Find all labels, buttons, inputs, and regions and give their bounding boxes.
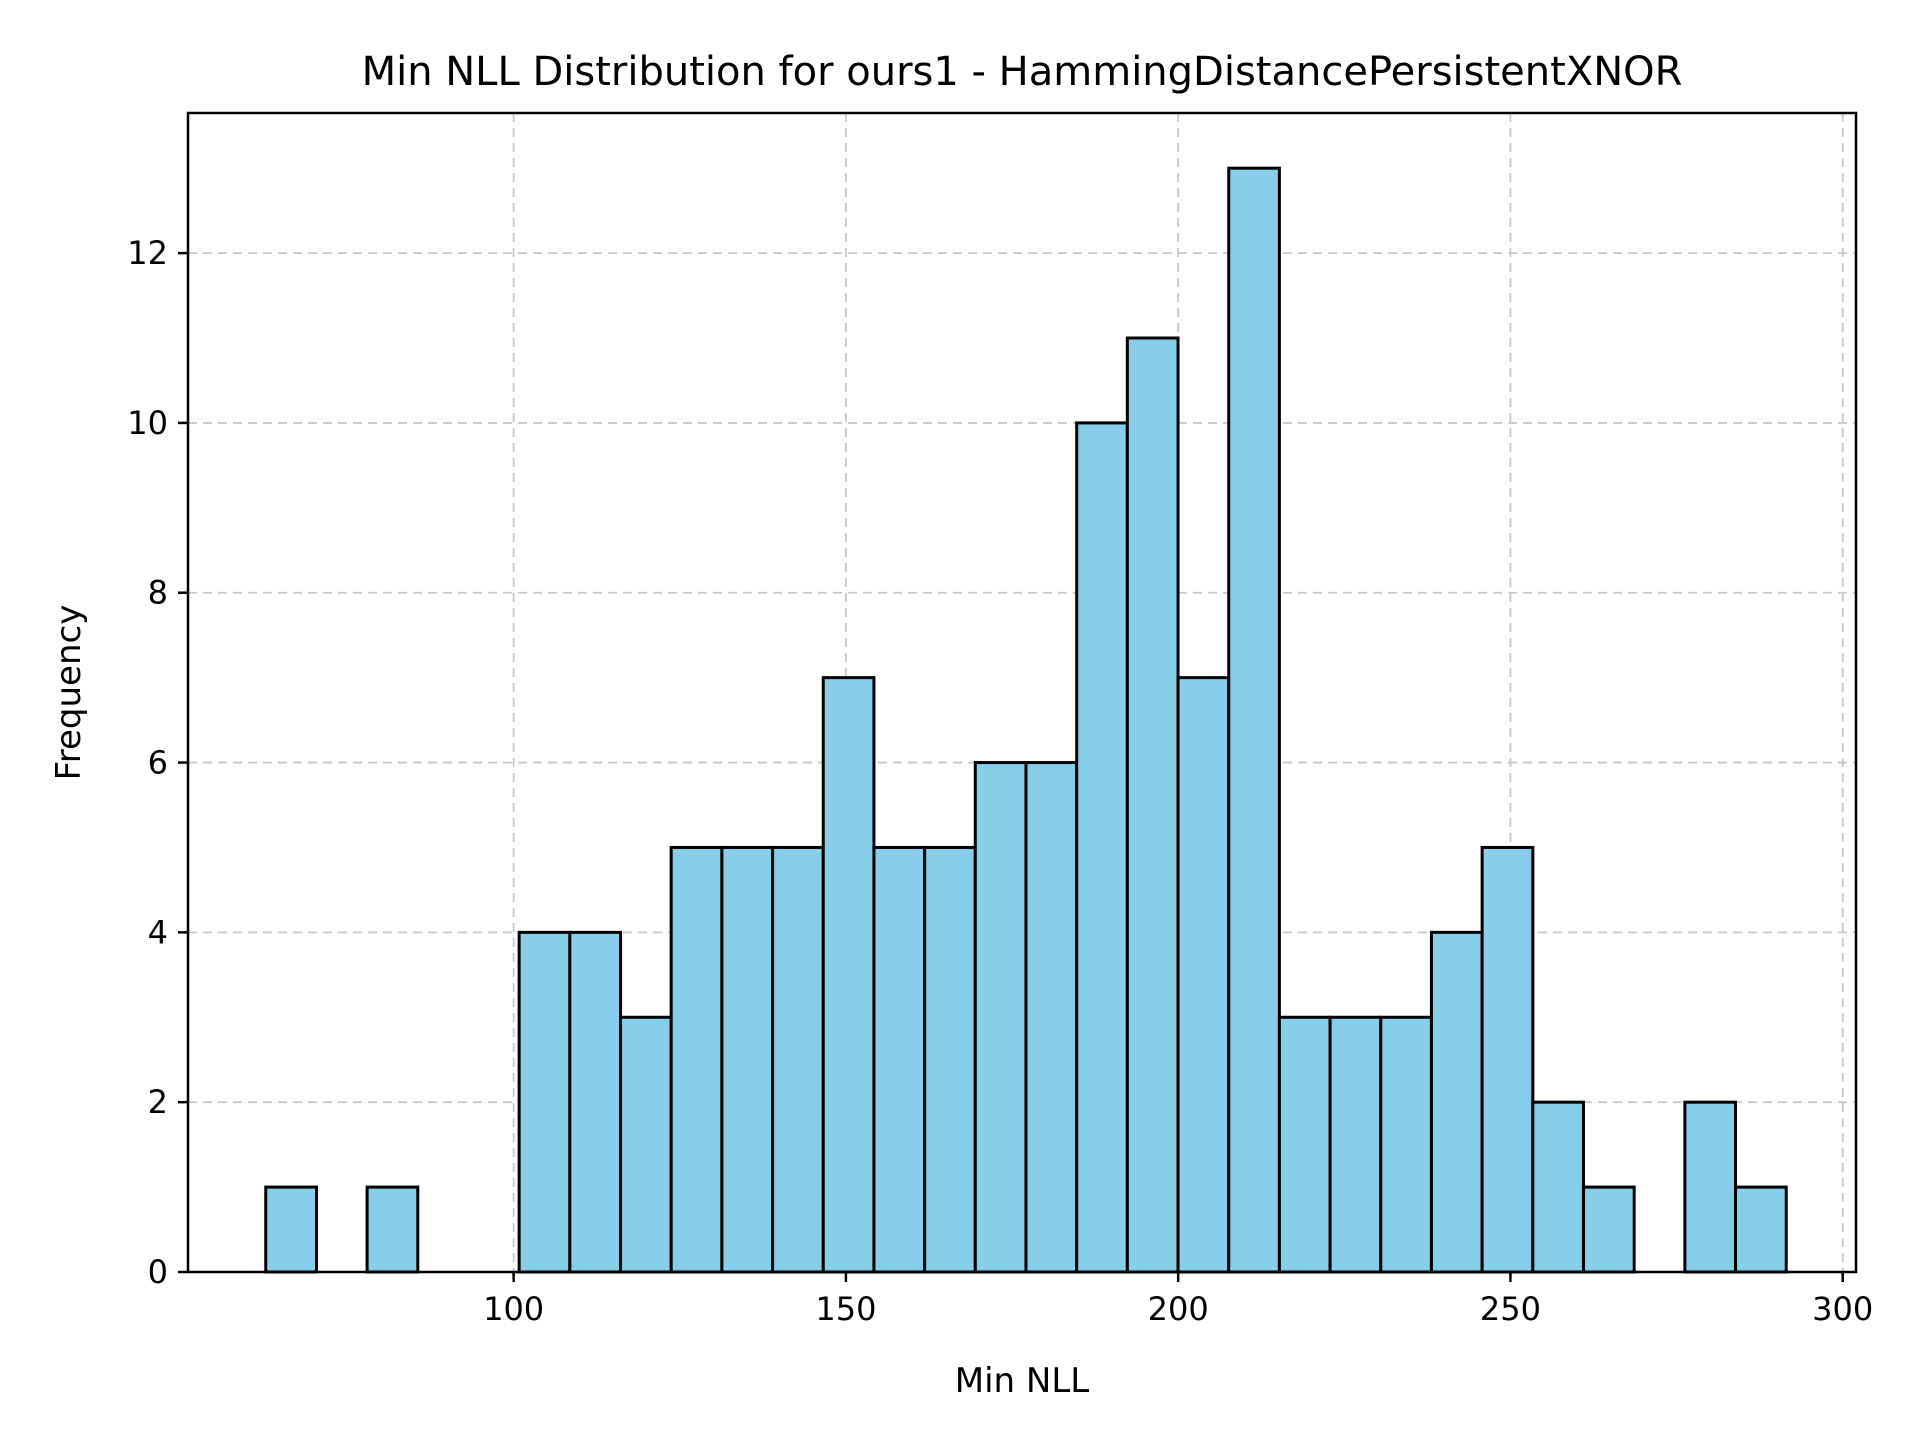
histogram-bar [1176, 676, 1231, 1274]
y-tick-label: 2 [148, 1083, 168, 1121]
x-axis-ticks: 100 150 200 250 300 [483, 1272, 1873, 1328]
x-tick-label: 250 [1480, 1290, 1541, 1328]
histogram-bar [1429, 930, 1484, 1274]
histogram-bars [264, 166, 1788, 1274]
histogram-bar [923, 845, 977, 1274]
x-tick-label: 150 [815, 1290, 876, 1328]
y-tick-label: 4 [148, 913, 168, 951]
histogram-bar [1683, 1100, 1738, 1274]
histogram-bar [872, 845, 927, 1274]
histogram-bar [1734, 1185, 1788, 1274]
histogram-bar [1125, 336, 1180, 1274]
histogram-bar [1531, 1100, 1585, 1274]
histogram-bar [619, 1015, 673, 1274]
histogram-bar [669, 845, 724, 1274]
plot-frame [186, 111, 1858, 1274]
x-tick-label: 100 [483, 1290, 544, 1328]
histogram-bar [1024, 761, 1079, 1274]
y-tick-label: 8 [148, 574, 168, 612]
histogram-bar [1328, 1015, 1383, 1274]
histogram-bar [1227, 166, 1281, 1274]
histogram-bar [1277, 1015, 1332, 1274]
y-tick-label: 12 [127, 234, 168, 272]
y-axis-label: Frequency [49, 605, 89, 781]
histogram-bar [973, 761, 1028, 1274]
y-tick-label: 6 [148, 744, 168, 782]
x-tick-label: 200 [1148, 1290, 1209, 1328]
histogram-bar [1581, 1185, 1636, 1274]
histogram-bar [365, 1185, 420, 1274]
histogram-bar [264, 1185, 318, 1274]
histogram-bar [1379, 1015, 1433, 1274]
histogram-bar [1480, 845, 1535, 1274]
histogram-bar [517, 930, 572, 1274]
y-tick-label: 0 [148, 1253, 168, 1291]
histogram-bar [1075, 421, 1129, 1274]
histogram-bar [568, 930, 623, 1274]
y-tick-label: 10 [127, 404, 168, 442]
y-axis-ticks: 0 2 4 6 8 10 12 [127, 234, 188, 1291]
histogram-bar [771, 845, 825, 1274]
histogram-bar [720, 845, 775, 1274]
x-tick-label: 300 [1812, 1290, 1873, 1328]
x-axis-label: Min NLL [955, 1361, 1090, 1401]
histogram-bar [821, 676, 876, 1274]
chart-title: Min NLL Distribution for ours1 - Hamming… [362, 49, 1683, 95]
